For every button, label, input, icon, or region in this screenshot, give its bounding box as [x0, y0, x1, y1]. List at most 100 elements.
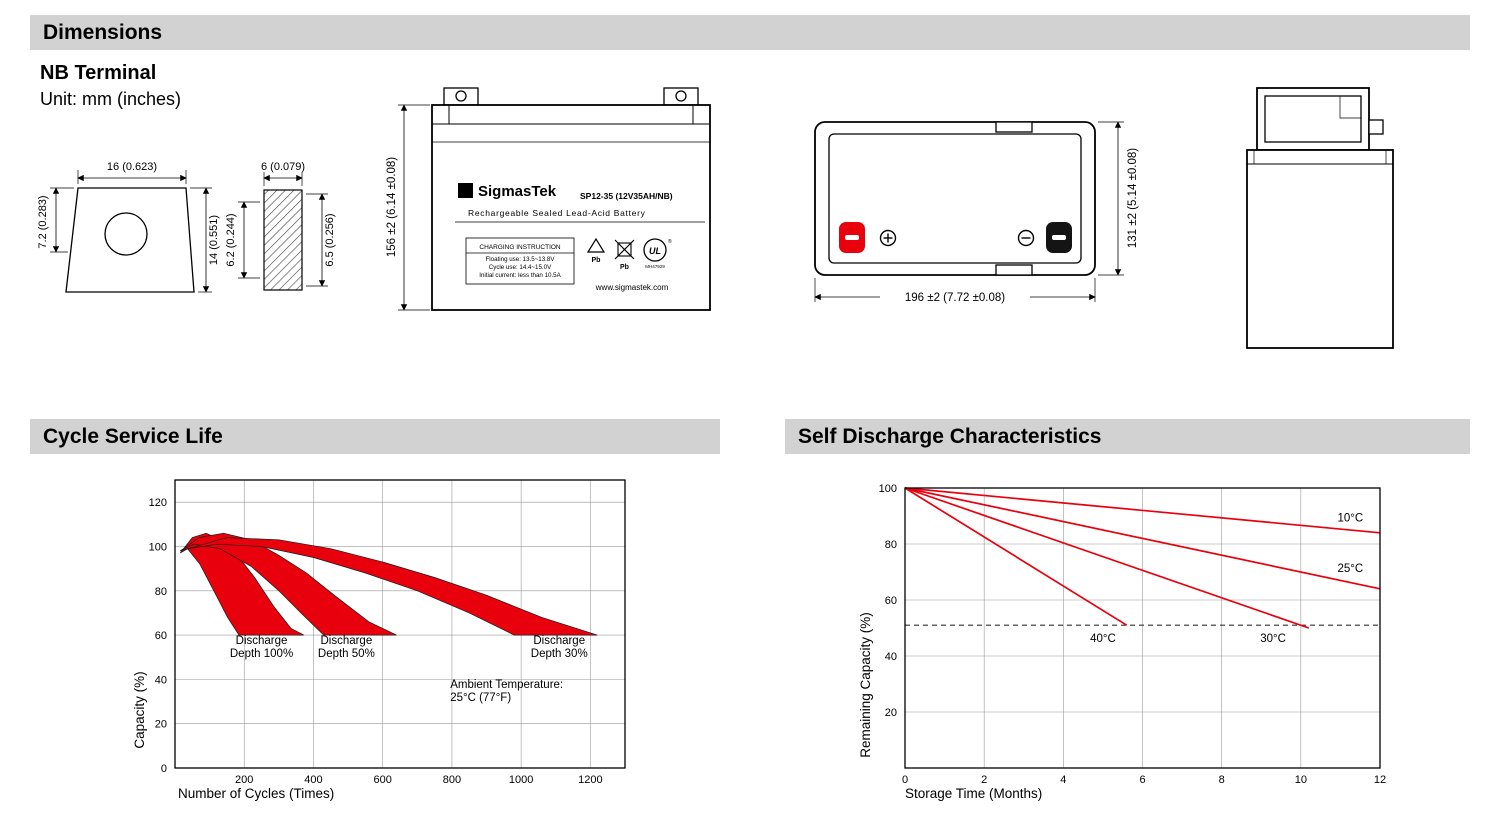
y-tick-label: 60: [885, 595, 897, 607]
ul-text: UL: [649, 246, 661, 256]
y-tick-label: 120: [149, 497, 167, 509]
section-depth-left-dim: 6.2 (0.244): [225, 213, 237, 266]
handle-notch-top: [995, 121, 1033, 133]
chart-annotation: Discharge: [236, 635, 288, 647]
battery-side-view: [1246, 87, 1394, 349]
battery-subtitle-text: Rechargeable Sealed Lead-Acid Battery: [468, 208, 646, 218]
cycle-section-header: Cycle Service Life: [30, 419, 720, 454]
charging-line3: Initial current: less than 10.5A: [479, 272, 561, 279]
recycle-pb-icon: Pb: [586, 237, 606, 264]
x-tick-label: 10: [1295, 774, 1307, 786]
y-tick-label: 0: [161, 763, 167, 775]
handle-notch-bottom: [995, 264, 1033, 276]
positive-terminal-slot: [845, 235, 859, 240]
x-tick-label: 400: [304, 774, 322, 786]
plot-border: [174, 479, 626, 769]
x-tick-label: 600: [374, 774, 392, 786]
charging-title: CHARGING INSTRUCTION: [479, 244, 561, 251]
y-tick-label: 60: [155, 630, 167, 642]
ul-registered-mark: ®: [668, 238, 672, 245]
x-tick-label: 8: [1219, 774, 1225, 786]
unit-label: Unit: mm (inches): [40, 89, 182, 109]
battery-case-side: [1246, 149, 1394, 349]
chart-annotation: Discharge: [533, 635, 585, 647]
logo-sigma-glyph: Σ: [462, 184, 469, 198]
battery-top-view: 196 ±2 (7.72 ±0.08) 131 ±2 (5.14 ±0.08): [814, 121, 1139, 304]
nb-terminal-title: NB Terminal: [40, 62, 157, 84]
brand-text: SigmasTek: [478, 183, 557, 200]
y-tick-label: 80: [155, 586, 167, 598]
discharge-depth-band: [179, 532, 397, 636]
battery-depth-dim: 131 ±2 (5.14 ±0.08): [1127, 148, 1139, 248]
cycle-section-title: Cycle Service Life: [43, 424, 223, 448]
battery-front-view: Σ SigmasTek SP12-35 (12V35AH/NB) Recharg…: [386, 87, 711, 311]
website-text: www.sigmastek.com: [595, 283, 669, 292]
self-discharge-section-header: Self Discharge Characteristics: [785, 419, 1470, 454]
battery-height-dim: 156 ±2 (6.14 ±0.08): [386, 157, 398, 257]
temperature-series-label: 10°C: [1337, 513, 1363, 525]
chart-annotation: 25°C (77°F): [450, 692, 511, 704]
side-terminal-tab: [1368, 119, 1384, 135]
self-discharge-x-axis-title: Storage Time (Months): [905, 786, 1042, 801]
x-tick-label: 4: [1060, 774, 1066, 786]
y-tick-label: 100: [149, 541, 167, 553]
terminal-partial-height-dim: 7.2 (0.283): [37, 195, 49, 248]
chart-annotation: Discharge: [320, 635, 372, 647]
charging-line1: Floating use: 13.5~13.8V: [486, 256, 556, 263]
pb-label-2: Pb: [620, 264, 629, 271]
cycle-x-axis-title: Number of Cycles (Times): [178, 786, 334, 801]
terminal-total-height-dim: 14 (0.551): [208, 215, 220, 265]
temperature-series-line: [904, 487, 1128, 626]
self-discharge-section-title: Self Discharge Characteristics: [798, 424, 1102, 448]
chart-annotation: Depth 100%: [230, 648, 293, 660]
terminal-section-view: 6 (0.079) 6.2 (0.244) 6.5 (0.256): [225, 161, 336, 291]
terminal-front-view: 16 (0.623) 7.2 (0.283) 14 (0.551): [37, 161, 220, 293]
dimensions-title: Dimensions: [43, 20, 163, 44]
minus-mark-icon: [1017, 229, 1035, 247]
terminal-width-dim: 16 (0.623): [107, 161, 157, 173]
x-tick-label: 2: [981, 774, 987, 786]
y-tick-label: 40: [155, 674, 167, 686]
x-tick-label: 800: [443, 774, 461, 786]
section-width-dim: 6 (0.079): [261, 161, 305, 173]
x-tick-label: 12: [1374, 774, 1386, 786]
chart-annotation: Depth 50%: [318, 648, 375, 660]
sigmastek-logo-icon: [458, 183, 473, 198]
temperature-series-label: 30°C: [1260, 633, 1286, 645]
chart-annotation: Depth 30%: [531, 648, 588, 660]
y-tick-label: 100: [879, 483, 897, 495]
dimension-drawings: 16 (0.623) 7.2 (0.283) 14 (0.551) 6 (0.0…: [37, 87, 1394, 349]
terminal-post-right-hole: [675, 90, 687, 102]
y-tick-label: 20: [885, 707, 897, 719]
section-depth-right-dim: 6.5 (0.256): [324, 213, 336, 266]
self-discharge-chart: Remaining Capacity (%) Storage Time (Mon…: [858, 483, 1386, 801]
plot-border: [904, 487, 1381, 769]
terminal-bolt-hole: [104, 212, 148, 256]
temperature-series-label: 40°C: [1090, 633, 1116, 645]
x-tick-label: 0: [902, 774, 908, 786]
dimensions-section-header: Dimensions: [30, 15, 1470, 50]
y-tick-label: 80: [885, 539, 897, 551]
temperature-series-line: [904, 487, 1310, 629]
y-tick-label: 40: [885, 651, 897, 663]
self-discharge-plot-area: 0 2 4 6 8 10 12 20 40 60 80 100 10°C 25°C 30°C 40°C: [879, 483, 1386, 786]
side-terminal-inner: [1264, 95, 1362, 143]
temperature-series-label: 25°C: [1337, 563, 1363, 575]
cycle-plot-area: 200 400 600 800 1000 1200 0 20 40 60 80 100 120 Disch…: [149, 479, 626, 786]
chart-annotation: Ambient Temperature:: [450, 679, 563, 691]
x-tick-label: 6: [1139, 774, 1145, 786]
x-tick-label: 200: [235, 774, 253, 786]
battery-width-dim: 196 ±2 (7.72 ±0.08): [905, 292, 1005, 304]
ul-file-number: MH47929: [645, 264, 665, 269]
x-tick-label: 1200: [578, 774, 602, 786]
no-disposal-pb-icon: Pb: [614, 239, 635, 271]
battery-case-top-inner: [828, 133, 1082, 264]
negative-terminal-slot: [1052, 235, 1066, 240]
discharge-depth-band: [180, 537, 598, 636]
temperature-series-line: [904, 487, 1381, 590]
x-tick-label: 1000: [509, 774, 533, 786]
terminal-post-left-hole: [455, 90, 467, 102]
temperature-series-line: [904, 487, 1381, 534]
y-tick-label: 20: [155, 719, 167, 731]
